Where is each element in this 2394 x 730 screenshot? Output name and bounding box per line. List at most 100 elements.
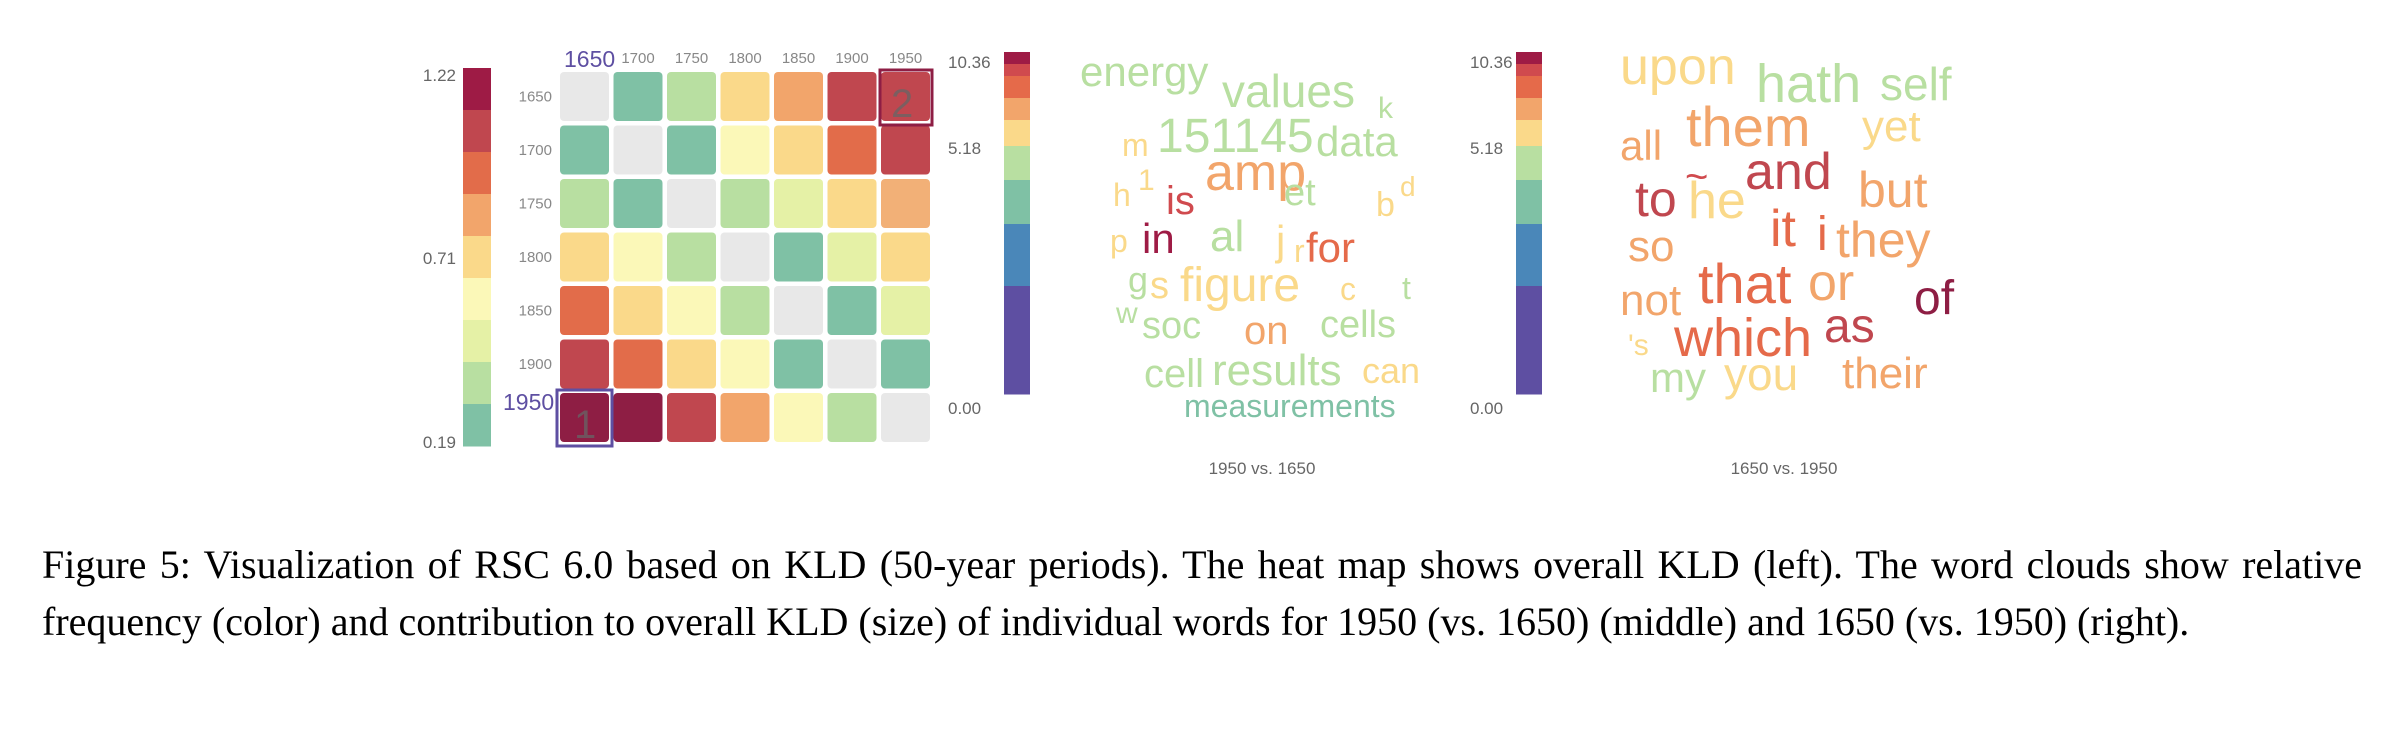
word-cloud-word: it (1770, 200, 1797, 258)
word-legend-swatch (1004, 64, 1030, 77)
heatmap-selection-box-2 (878, 68, 934, 127)
heatmap-legend-swatch (463, 236, 491, 279)
word-cloud-word: figure (1180, 259, 1300, 312)
heatmap-legend-swatch (463, 68, 491, 111)
heatmap-cell (827, 179, 877, 228)
word-cloud-word: m (1122, 127, 1149, 163)
heatmap-cell (720, 232, 770, 282)
word-cloud-word: results (1212, 346, 1342, 395)
word-legend-swatch (1004, 120, 1030, 147)
word-cloud-word: self (1880, 58, 1952, 110)
heatmap-row-labels: 1650 1700 1750 1800 1850 1900 (519, 89, 552, 374)
heatmap-column-label: 1800 (728, 50, 761, 67)
heatmap-column-label: 1850 (782, 50, 815, 67)
heatmap-legend-swatch (463, 278, 491, 321)
word-legend-swatch (1004, 286, 1030, 395)
word-legend-swatch (1004, 76, 1030, 99)
heatmap-column-label: 1900 (835, 50, 868, 67)
word-cloud-word: j (1274, 217, 1285, 264)
word-cloud-word: k (1378, 92, 1394, 125)
word-cloud-word: of (1914, 272, 1955, 325)
word-legend-1950-min-tick: 0.00 (948, 399, 981, 418)
word-legend-swatch (1004, 146, 1030, 181)
word-cloud-word: i (1817, 208, 1828, 261)
figure: 1.22 0.71 0.19 1700 1750 1800 1850 1900 1950 … (423, 38, 1955, 478)
word-cloud-word: 1 (1138, 164, 1155, 197)
word-cloud-word: r (1294, 233, 1305, 269)
heatmap-cell (720, 393, 770, 442)
heatmap-cell (560, 125, 609, 175)
heatmap-row-label: 1900 (519, 356, 552, 373)
heatmap-cell (720, 179, 770, 228)
heatmap-cell (560, 286, 609, 335)
heatmap-cell (560, 339, 609, 389)
heatmap-selection-mark-1: 1 (574, 403, 596, 447)
word-cloud-1650-caption: 1650 vs. 1950 (1731, 459, 1838, 478)
word-cloud-word: yet (1862, 102, 1921, 151)
heatmap-cell (720, 339, 770, 389)
figure-caption: Figure 5: Visualization of RSC 6.0 based… (42, 542, 2362, 644)
heatmap-cell (720, 72, 770, 121)
heatmap-row-label: 1800 (519, 249, 552, 266)
heatmap-cell (613, 393, 663, 442)
word-cloud-word: can (1362, 350, 1420, 391)
heatmap-cell (560, 72, 609, 121)
word-cloud-word: to (1635, 171, 1677, 227)
word-cloud-word: he (1688, 172, 1746, 230)
heatmap-cell (827, 232, 877, 282)
heatmap-cell (560, 393, 609, 442)
word-cloud-word: is (1166, 179, 1195, 223)
heatmap-legend-mid-tick: 0.71 (423, 249, 456, 268)
word-cloud-word: p (1110, 223, 1128, 259)
word-cloud-word: 151145 (1157, 110, 1314, 163)
word-cloud-word: amp (1205, 144, 1306, 202)
heatmap-row-label: 1700 (519, 142, 552, 159)
word-cloud-word: ~ (1685, 155, 1708, 199)
heatmap-cell (774, 393, 823, 442)
word-legend-swatch (1004, 52, 1030, 65)
heatmap-legend-swatch (463, 320, 491, 363)
word-cloud-word: in (1142, 215, 1175, 262)
word-cloud-word: but (1858, 162, 1928, 218)
heatmap-cell (774, 125, 823, 175)
word-legend-1950-max-tick: 10.36 (948, 53, 991, 72)
heatmap-cell (881, 393, 930, 442)
heatmap-cell (881, 286, 930, 335)
heatmap-cell (881, 232, 930, 282)
heatmap-column-labels: 1700 1750 1800 1850 1900 1950 (621, 50, 922, 67)
word-cloud-word: upon (1620, 38, 1736, 96)
heatmap-cell (613, 339, 663, 389)
heatmap-cell (720, 125, 770, 175)
heatmap-legend-swatch (463, 110, 491, 153)
word-cloud-word: 's (1628, 329, 1649, 362)
word-cloud-word: their (1842, 349, 1928, 398)
heatmap-cell (667, 232, 716, 282)
heatmap-cell (667, 393, 716, 442)
heatmap-cell (774, 179, 823, 228)
heatmap-column-label: 1950 (889, 50, 922, 67)
heatmap-corner-top-label: 1650 (564, 46, 615, 72)
heatmap-cell (827, 393, 877, 442)
heatmap-cell (560, 232, 609, 282)
heatmap-legend-min-tick: 0.19 (423, 433, 456, 452)
word-legend-1950-mid-tick: 5.18 (948, 139, 981, 158)
word-legend-swatch (1516, 76, 1542, 99)
word-legend-swatch (1004, 98, 1030, 121)
word-legend-swatch (1516, 286, 1542, 395)
word-cloud-word: cells (1320, 304, 1396, 346)
heatmap-cell (774, 232, 823, 282)
heatmap-cell (881, 125, 930, 175)
word-legend-swatch (1516, 146, 1542, 181)
heatmap-corner-left-label: 1950 (503, 389, 554, 415)
word-cloud-1950-caption: 1950 vs. 1650 (1209, 459, 1316, 478)
word-cloud-word: which (1673, 308, 1812, 368)
heatmap-cell (560, 179, 609, 228)
word-cloud-word: my (1650, 354, 1706, 401)
heatmap-cell (667, 286, 716, 335)
heatmap-legend-swatch (463, 194, 491, 237)
word-cloud-word: not (1620, 276, 1681, 325)
word-cloud-word: measurements (1184, 388, 1396, 424)
word-cloud-word: d (1400, 171, 1416, 202)
word-cloud-word: cell (1144, 352, 1204, 396)
word-cloud-word: w (1115, 297, 1138, 330)
